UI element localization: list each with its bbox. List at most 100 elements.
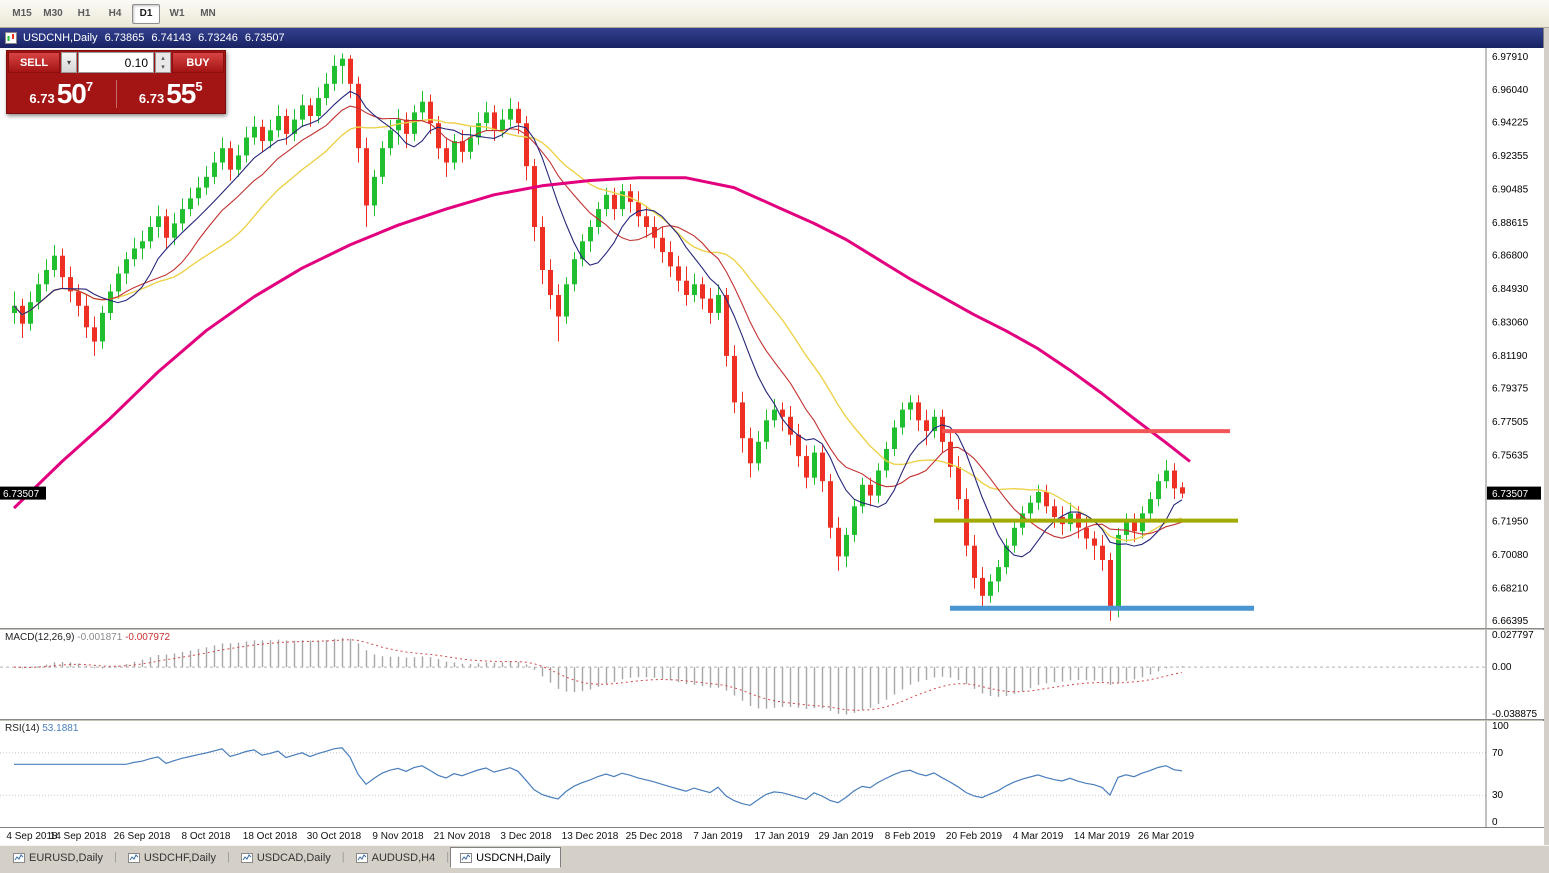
panel-splitter[interactable] xyxy=(0,719,1543,721)
low-value: 6.73246 xyxy=(198,32,238,44)
svg-text:6.73507: 6.73507 xyxy=(1492,489,1529,500)
buy-price[interactable]: 6.73555 xyxy=(117,78,226,110)
time-axis-label: 20 Feb 2019 xyxy=(945,831,1003,842)
volume-input[interactable] xyxy=(78,52,154,73)
chart-window: USDCNH,Daily 6.73865 6.74143 6.73246 6.73507… xyxy=(0,28,1544,845)
chart-tab-usdchf[interactable]: USDCHF,Daily xyxy=(118,848,226,868)
tab-separator: | xyxy=(341,851,345,863)
timeframe-button-h1[interactable]: H1 xyxy=(70,4,98,24)
timeframe-button-m15[interactable]: M15 xyxy=(8,4,36,24)
spinner-down-icon: ▾ xyxy=(161,63,165,71)
price-axis-label: 6.79375 xyxy=(1492,384,1529,395)
sell-button[interactable]: SELL xyxy=(8,52,60,73)
time-axis-label: 29 Jan 2019 xyxy=(818,831,874,842)
chart-tab-eurusd[interactable]: EURUSD,Daily xyxy=(3,848,113,868)
time-axis-label: 7 Jan 2019 xyxy=(693,831,743,842)
ma-magenta xyxy=(12,176,1191,510)
time-axis-label: 13 Dec 2018 xyxy=(561,831,619,842)
macd-name: MACD(12,26,9) xyxy=(5,632,75,643)
price-axis-label: 6.77505 xyxy=(1492,417,1529,428)
chart-tab-icon xyxy=(13,853,25,863)
timeframe-button-h4[interactable]: H4 xyxy=(101,4,129,24)
price-chart-panel: 6.97910 6.96040 6.94225 6.92355 6.90485 6.886… xyxy=(0,48,1544,628)
ma-navy xyxy=(13,90,1183,558)
time-axis-label: 21 Nov 2018 xyxy=(433,831,491,842)
volume-dropdown-button[interactable]: ▾ xyxy=(61,52,77,73)
macd-main-value: -0.001871 xyxy=(77,632,123,643)
rsi-chart[interactable]: 100 70 30 0 xyxy=(0,721,1544,827)
current-price-tag xyxy=(1487,486,1541,500)
candlesticks xyxy=(12,53,1185,621)
price-axis-label: 6.68210 xyxy=(1492,583,1529,594)
buy-price-point: 5 xyxy=(195,78,203,94)
macd-signal-line xyxy=(13,639,1183,711)
trade-prices-row: 6.73507 6.73555 xyxy=(7,74,225,113)
window-bottom-edge xyxy=(0,868,1549,873)
tab-separator: | xyxy=(446,851,450,863)
chart-tab-audusd[interactable]: AUDUSD,H4 xyxy=(346,848,446,868)
price-axis-label: 6.90485 xyxy=(1492,185,1529,196)
chart-tab-usdcnh[interactable]: USDCNH,Daily xyxy=(450,847,561,868)
chart-window-icon xyxy=(5,32,17,44)
trade-controls-row: SELL ▾ ▴▾ BUY xyxy=(7,51,225,74)
panel-splitter[interactable] xyxy=(0,628,1543,630)
macd-signal-value: -0.007972 xyxy=(125,632,171,643)
timeframe-button-w1[interactable]: W1 xyxy=(163,4,191,24)
high-value: 6.74143 xyxy=(151,32,192,44)
price-axis-label: 6.86800 xyxy=(1492,251,1529,262)
timeframe-button-d1[interactable]: D1 xyxy=(132,3,160,24)
price-chart[interactable]: 6.97910 6.96040 6.94225 6.92355 6.90485 6.886… xyxy=(0,48,1544,628)
time-axis-label: 26 Sep 2018 xyxy=(113,831,171,842)
time-axis-label: 14 Mar 2019 xyxy=(1073,831,1131,842)
open-value: 6.73865 xyxy=(104,32,145,44)
macd-axis-label: 0.00 xyxy=(1492,662,1512,673)
chart-title: USDCNH,Daily 6.73865 6.74143 6.73246 6.73507 xyxy=(23,32,292,44)
symbol-period-label: USDCNH,Daily xyxy=(23,32,98,44)
macd-label: MACD(12,26,9) -0.001871 -0.007972 xyxy=(5,632,170,643)
timeframe-button-m30[interactable]: M30 xyxy=(39,4,67,24)
time-axis: 4 Sep 2018 14 Sep 2018 26 Sep 2018 8 Oct 20… xyxy=(0,827,1544,845)
macd-panel: 0.027797 0.00 -0.038875 MACD(12,26,9) -0.0… xyxy=(0,630,1544,719)
time-axis-label: 8 Feb 2019 xyxy=(884,831,936,842)
chart-tab-label: USDCAD,Daily xyxy=(256,852,331,864)
ma-yellow xyxy=(13,118,1183,542)
macd-histogram xyxy=(21,637,1184,715)
chart-tab-label: USDCHF,Daily xyxy=(143,852,216,864)
sell-price-big-figure: 6.73 xyxy=(29,90,55,106)
close-value: 6.73507 xyxy=(244,32,285,44)
buy-price-big-figure: 6.73 xyxy=(138,90,165,106)
one-click-trading-panel: SELL ▾ ▴▾ BUY 6.73507 6.73555 xyxy=(6,50,226,114)
macd-axis-label: 0.027797 xyxy=(1492,630,1534,641)
chevron-down-icon: ▾ xyxy=(66,58,71,67)
tab-separator: | xyxy=(226,851,230,863)
price-axis-label: 6.88615 xyxy=(1492,218,1529,229)
macd-chart[interactable]: 0.027797 0.00 -0.038875 xyxy=(0,630,1544,719)
time-axis-label: 18 Oct 2018 xyxy=(242,831,298,842)
timeframe-button-mn[interactable]: MN xyxy=(194,4,222,24)
price-axis-label: 6.70080 xyxy=(1492,550,1529,561)
chart-tab-label: AUDUSD,H4 xyxy=(371,852,436,864)
time-axis-label: 8 Oct 2018 xyxy=(181,831,231,842)
buy-button[interactable]: BUY xyxy=(172,52,224,73)
price-axis-label: 6.66395 xyxy=(1492,616,1529,627)
price-axis-label: 6.81190 xyxy=(1492,351,1528,362)
time-axis-label: 4 Mar 2019 xyxy=(1012,831,1064,842)
rsi-line xyxy=(14,747,1183,807)
time-axis-label: 9 Nov 2018 xyxy=(372,831,424,842)
price-axis-label: 6.94225 xyxy=(1492,118,1529,129)
chart-tab-icon xyxy=(127,853,140,863)
price-axis-label: 6.71950 xyxy=(1492,517,1529,528)
volume-stepper[interactable]: ▴ ▾ xyxy=(155,52,171,73)
rsi-label: RSI(14) 53.1881 xyxy=(5,723,78,734)
chart-tab-icon xyxy=(460,852,473,863)
sell-price-pips: 50 xyxy=(56,77,87,109)
sell-price[interactable]: 6.73507 xyxy=(7,78,116,110)
chart-tab-usdcad[interactable]: USDCAD,Daily xyxy=(231,848,341,868)
chart-tab-icon xyxy=(240,853,253,863)
chart-title-bar: USDCNH,Daily 6.73865 6.74143 6.73246 6.73507 xyxy=(0,28,1543,48)
sell-price-point: 7 xyxy=(85,78,94,94)
rsi-value: 53.1881 xyxy=(42,723,79,734)
price-axis-label: 6.97910 xyxy=(1492,52,1529,63)
chart-tab-label: EURUSD,Daily xyxy=(29,852,103,864)
time-axis-label: 30 Oct 2018 xyxy=(306,831,362,842)
